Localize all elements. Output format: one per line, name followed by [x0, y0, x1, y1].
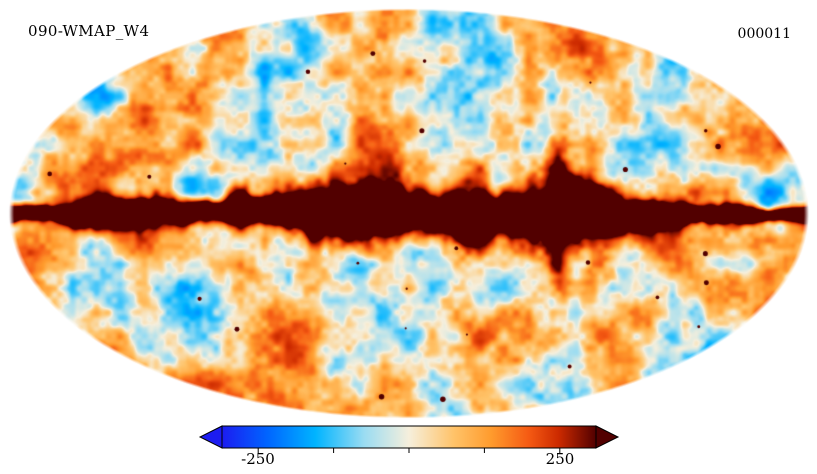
colorbar	[198, 425, 620, 453]
colorbar-max-label: 250	[545, 450, 575, 468]
colorbar-ticks	[257, 448, 561, 453]
colorbar-min-label: -250	[241, 450, 275, 468]
colorbar-right-arrow-icon	[595, 425, 620, 449]
frame-id-label: 000011	[737, 26, 791, 42]
colorbar-left-arrow-icon	[198, 425, 223, 449]
colorbar-gradient-bar	[221, 425, 597, 449]
sky-map-canvas	[0, 0, 817, 422]
map-title: 090-WMAP_W4	[28, 22, 150, 40]
